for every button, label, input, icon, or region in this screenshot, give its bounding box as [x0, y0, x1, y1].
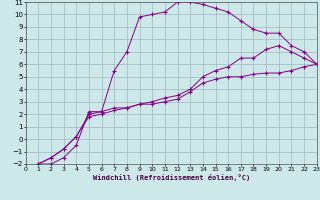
- X-axis label: Windchill (Refroidissement éolien,°C): Windchill (Refroidissement éolien,°C): [92, 174, 250, 181]
